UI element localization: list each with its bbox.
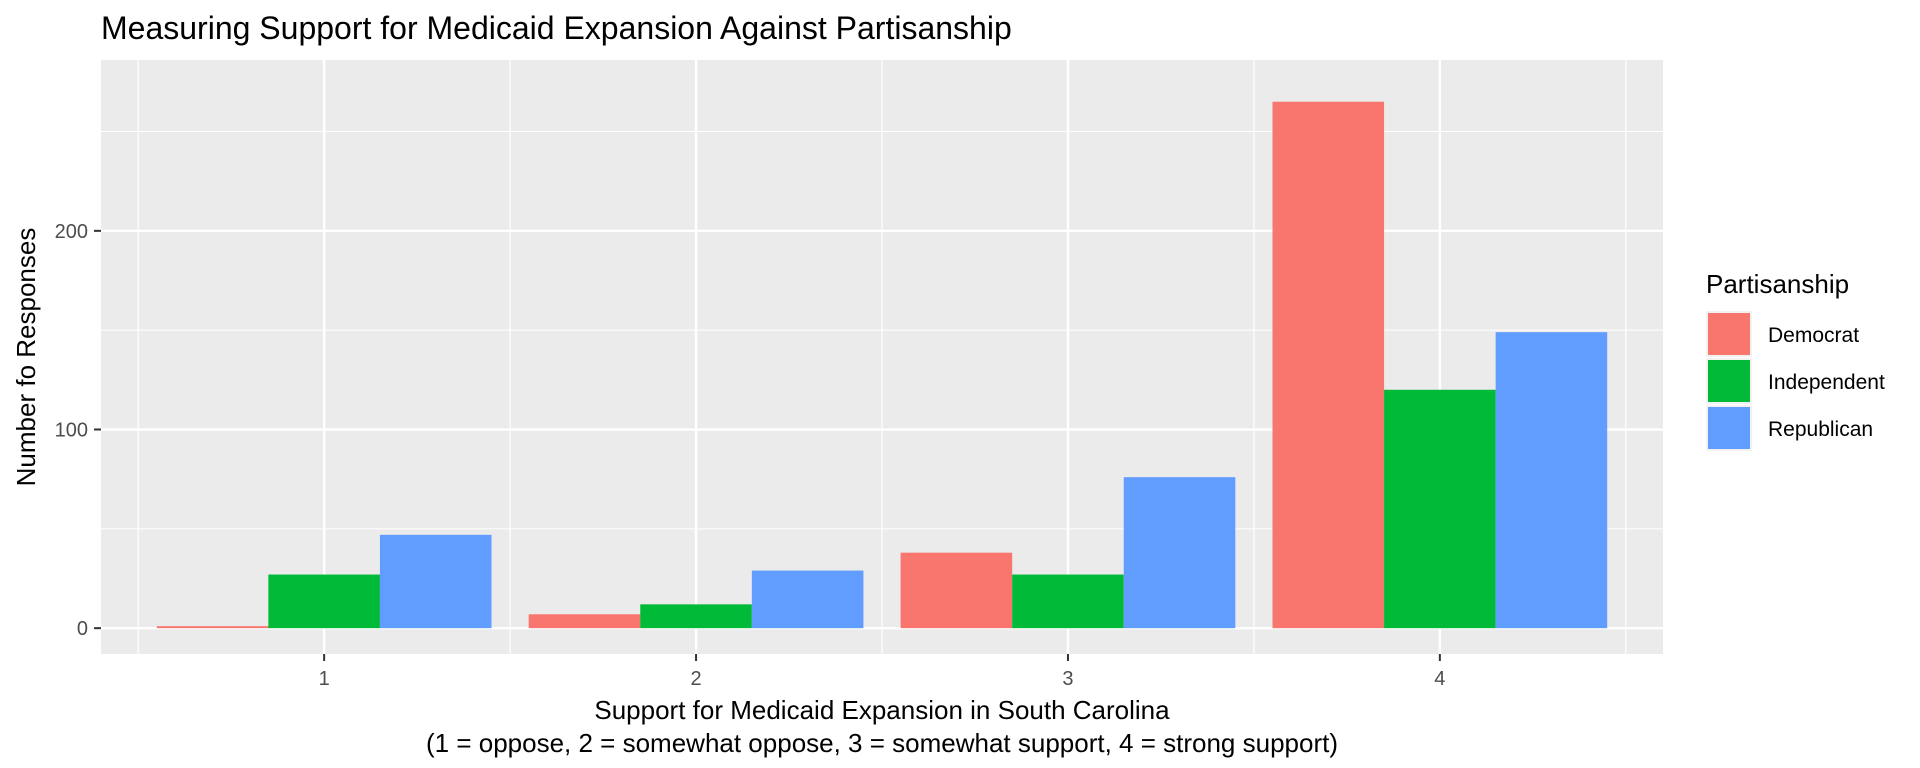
legend: Partisanship Democrat Independent Republic… [1706,269,1885,451]
legend-swatch-democrat [1708,313,1750,355]
bar-democrat-2 [528,614,641,629]
x-tick-label: 3 [1062,668,1073,690]
x-axis: 1 2 3 4 [319,654,1445,690]
legend-title: Partisanship [1706,269,1849,299]
chart-title: Measuring Support for Medicaid Expansion… [101,10,1012,46]
y-tick-label: 100 [55,420,88,442]
x-tick-label: 4 [1434,668,1445,690]
legend-label-democrat: Democrat [1768,324,1859,347]
bar-republican-4 [1495,332,1608,629]
x-axis-subtitle: (1 = oppose, 2 = somewhat oppose, 3 = so… [426,728,1338,758]
legend-swatch-republican [1708,407,1750,449]
bar-democrat-4 [1272,101,1385,629]
grid-minor [101,60,1663,654]
bar-republican-2 [751,570,864,629]
bar-republican-3 [1123,477,1236,629]
bar-independent-4 [1384,389,1496,629]
x-axis-title: Support for Medicaid Expansion in South … [594,695,1170,725]
y-tick-label: 200 [55,221,88,243]
bar-democrat-1 [156,626,269,629]
bars [156,101,1608,629]
bar-independent-1 [268,574,380,629]
legend-swatch-independent [1708,360,1750,402]
bar-republican-1 [379,534,492,629]
bar-independent-2 [640,604,752,629]
y-axis-title: Number fo Responses [11,228,41,487]
x-tick-label: 2 [690,668,701,690]
bar-independent-3 [1012,574,1124,629]
legend-label-republican: Republican [1768,418,1873,441]
bar-democrat-3 [900,552,1013,629]
y-tick-label: 0 [77,618,88,640]
legend-label-independent: Independent [1768,371,1885,394]
y-axis: 0 100 200 [55,221,101,640]
x-tick-label: 1 [319,668,330,690]
